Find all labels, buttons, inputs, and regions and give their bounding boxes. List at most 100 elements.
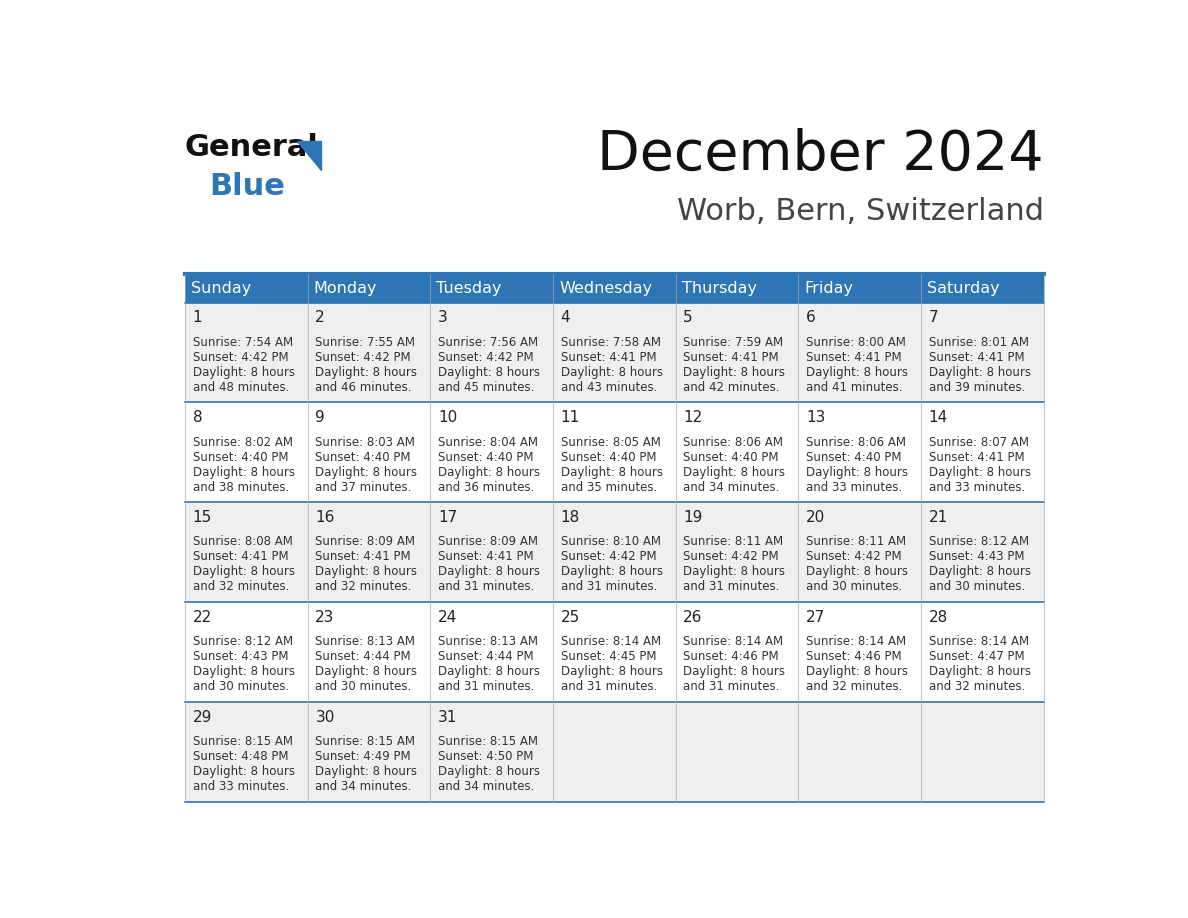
Text: and 33 minutes.: and 33 minutes. [805, 481, 902, 494]
Text: 27: 27 [805, 610, 826, 625]
Text: 14: 14 [929, 410, 948, 425]
Text: Sunset: 4:40 PM: Sunset: 4:40 PM [805, 451, 902, 464]
Text: Daylight: 8 hours: Daylight: 8 hours [438, 666, 541, 678]
Text: Sunset: 4:46 PM: Sunset: 4:46 PM [805, 650, 902, 663]
Text: Daylight: 8 hours: Daylight: 8 hours [438, 365, 541, 379]
Bar [185, 602, 1043, 702]
Text: and 37 minutes.: and 37 minutes. [315, 481, 412, 494]
Text: Daylight: 8 hours: Daylight: 8 hours [683, 365, 785, 379]
Text: Daylight: 8 hours: Daylight: 8 hours [315, 765, 417, 778]
Text: Daylight: 8 hours: Daylight: 8 hours [805, 465, 908, 478]
Text: 4: 4 [561, 310, 570, 325]
Text: Daylight: 8 hours: Daylight: 8 hours [192, 565, 295, 578]
Bar [185, 702, 1043, 801]
Text: 20: 20 [805, 509, 826, 525]
Text: Sunset: 4:41 PM: Sunset: 4:41 PM [438, 551, 533, 564]
Text: Sunrise: 8:08 AM: Sunrise: 8:08 AM [192, 535, 292, 548]
Text: and 32 minutes.: and 32 minutes. [929, 680, 1025, 693]
Text: Sunset: 4:41 PM: Sunset: 4:41 PM [805, 351, 902, 364]
Text: Sunday: Sunday [191, 281, 252, 296]
Text: Sunrise: 8:15 AM: Sunrise: 8:15 AM [438, 735, 538, 748]
Text: Sunrise: 8:11 AM: Sunrise: 8:11 AM [683, 535, 783, 548]
Text: Sunset: 4:41 PM: Sunset: 4:41 PM [192, 551, 289, 564]
Text: and 31 minutes.: and 31 minutes. [683, 680, 779, 693]
Text: 16: 16 [315, 509, 335, 525]
Text: Sunset: 4:42 PM: Sunset: 4:42 PM [315, 351, 411, 364]
Bar [185, 274, 308, 303]
Text: Sunrise: 8:14 AM: Sunrise: 8:14 AM [561, 635, 661, 648]
Text: Sunrise: 8:13 AM: Sunrise: 8:13 AM [438, 635, 538, 648]
Text: 28: 28 [929, 610, 948, 625]
Bar [308, 274, 430, 303]
Text: and 33 minutes.: and 33 minutes. [929, 481, 1025, 494]
Text: 12: 12 [683, 410, 702, 425]
Text: Daylight: 8 hours: Daylight: 8 hours [805, 365, 908, 379]
Text: Sunrise: 7:59 AM: Sunrise: 7:59 AM [683, 336, 783, 349]
Text: and 35 minutes.: and 35 minutes. [561, 481, 657, 494]
Bar [798, 274, 921, 303]
Text: Sunrise: 8:04 AM: Sunrise: 8:04 AM [438, 435, 538, 449]
Text: Wednesday: Wednesday [560, 281, 652, 296]
Text: Sunrise: 8:07 AM: Sunrise: 8:07 AM [929, 435, 1029, 449]
Text: and 34 minutes.: and 34 minutes. [315, 780, 412, 793]
Text: Monday: Monday [314, 281, 378, 296]
Text: Daylight: 8 hours: Daylight: 8 hours [438, 465, 541, 478]
Text: Sunrise: 8:14 AM: Sunrise: 8:14 AM [929, 635, 1029, 648]
Text: and 45 minutes.: and 45 minutes. [438, 381, 535, 394]
Text: Sunset: 4:42 PM: Sunset: 4:42 PM [561, 551, 656, 564]
Bar [185, 402, 1043, 502]
Text: Sunset: 4:45 PM: Sunset: 4:45 PM [561, 650, 656, 663]
Text: and 43 minutes.: and 43 minutes. [561, 381, 657, 394]
Text: Sunrise: 8:14 AM: Sunrise: 8:14 AM [683, 635, 783, 648]
Text: 5: 5 [683, 310, 693, 325]
Text: and 31 minutes.: and 31 minutes. [683, 580, 779, 593]
Text: 13: 13 [805, 410, 826, 425]
Text: Sunset: 4:50 PM: Sunset: 4:50 PM [438, 750, 533, 763]
Text: Thursday: Thursday [682, 281, 757, 296]
Bar [676, 274, 798, 303]
Text: Sunrise: 8:15 AM: Sunrise: 8:15 AM [315, 735, 416, 748]
Text: Sunset: 4:49 PM: Sunset: 4:49 PM [315, 750, 411, 763]
Text: Sunset: 4:42 PM: Sunset: 4:42 PM [683, 551, 779, 564]
Text: 3: 3 [438, 310, 448, 325]
Text: and 31 minutes.: and 31 minutes. [438, 680, 535, 693]
Bar [185, 303, 1043, 402]
Text: and 39 minutes.: and 39 minutes. [929, 381, 1025, 394]
Text: Daylight: 8 hours: Daylight: 8 hours [805, 565, 908, 578]
Text: Sunrise: 8:11 AM: Sunrise: 8:11 AM [805, 535, 906, 548]
Text: Sunset: 4:46 PM: Sunset: 4:46 PM [683, 650, 779, 663]
Text: Sunset: 4:44 PM: Sunset: 4:44 PM [438, 650, 533, 663]
Polygon shape [297, 141, 321, 170]
Text: 24: 24 [438, 610, 457, 625]
Text: and 32 minutes.: and 32 minutes. [315, 580, 412, 593]
Text: Sunrise: 8:15 AM: Sunrise: 8:15 AM [192, 735, 292, 748]
Text: and 33 minutes.: and 33 minutes. [192, 780, 289, 793]
Text: Sunrise: 8:01 AM: Sunrise: 8:01 AM [929, 336, 1029, 349]
Text: and 38 minutes.: and 38 minutes. [192, 481, 289, 494]
Text: 21: 21 [929, 509, 948, 525]
Text: Worb, Bern, Switzerland: Worb, Bern, Switzerland [677, 197, 1043, 226]
Text: Sunrise: 8:00 AM: Sunrise: 8:00 AM [805, 336, 906, 349]
Text: Daylight: 8 hours: Daylight: 8 hours [561, 666, 663, 678]
Text: 7: 7 [929, 310, 939, 325]
Text: and 42 minutes.: and 42 minutes. [683, 381, 779, 394]
Text: and 41 minutes.: and 41 minutes. [805, 381, 903, 394]
Text: 1: 1 [192, 310, 202, 325]
Text: and 30 minutes.: and 30 minutes. [315, 680, 411, 693]
Text: and 30 minutes.: and 30 minutes. [929, 580, 1025, 593]
Text: Sunrise: 8:09 AM: Sunrise: 8:09 AM [438, 535, 538, 548]
Text: 26: 26 [683, 610, 703, 625]
Bar [552, 274, 676, 303]
Text: 29: 29 [192, 710, 211, 724]
Text: Sunset: 4:41 PM: Sunset: 4:41 PM [929, 451, 1024, 464]
Text: Sunset: 4:40 PM: Sunset: 4:40 PM [683, 451, 779, 464]
Text: 18: 18 [561, 509, 580, 525]
Text: Daylight: 8 hours: Daylight: 8 hours [315, 565, 417, 578]
Text: Sunset: 4:42 PM: Sunset: 4:42 PM [192, 351, 289, 364]
Text: 19: 19 [683, 509, 703, 525]
Text: Sunrise: 7:56 AM: Sunrise: 7:56 AM [438, 336, 538, 349]
Text: 23: 23 [315, 610, 335, 625]
Text: and 34 minutes.: and 34 minutes. [683, 481, 779, 494]
Text: Sunset: 4:41 PM: Sunset: 4:41 PM [561, 351, 656, 364]
Text: Sunset: 4:40 PM: Sunset: 4:40 PM [192, 451, 289, 464]
